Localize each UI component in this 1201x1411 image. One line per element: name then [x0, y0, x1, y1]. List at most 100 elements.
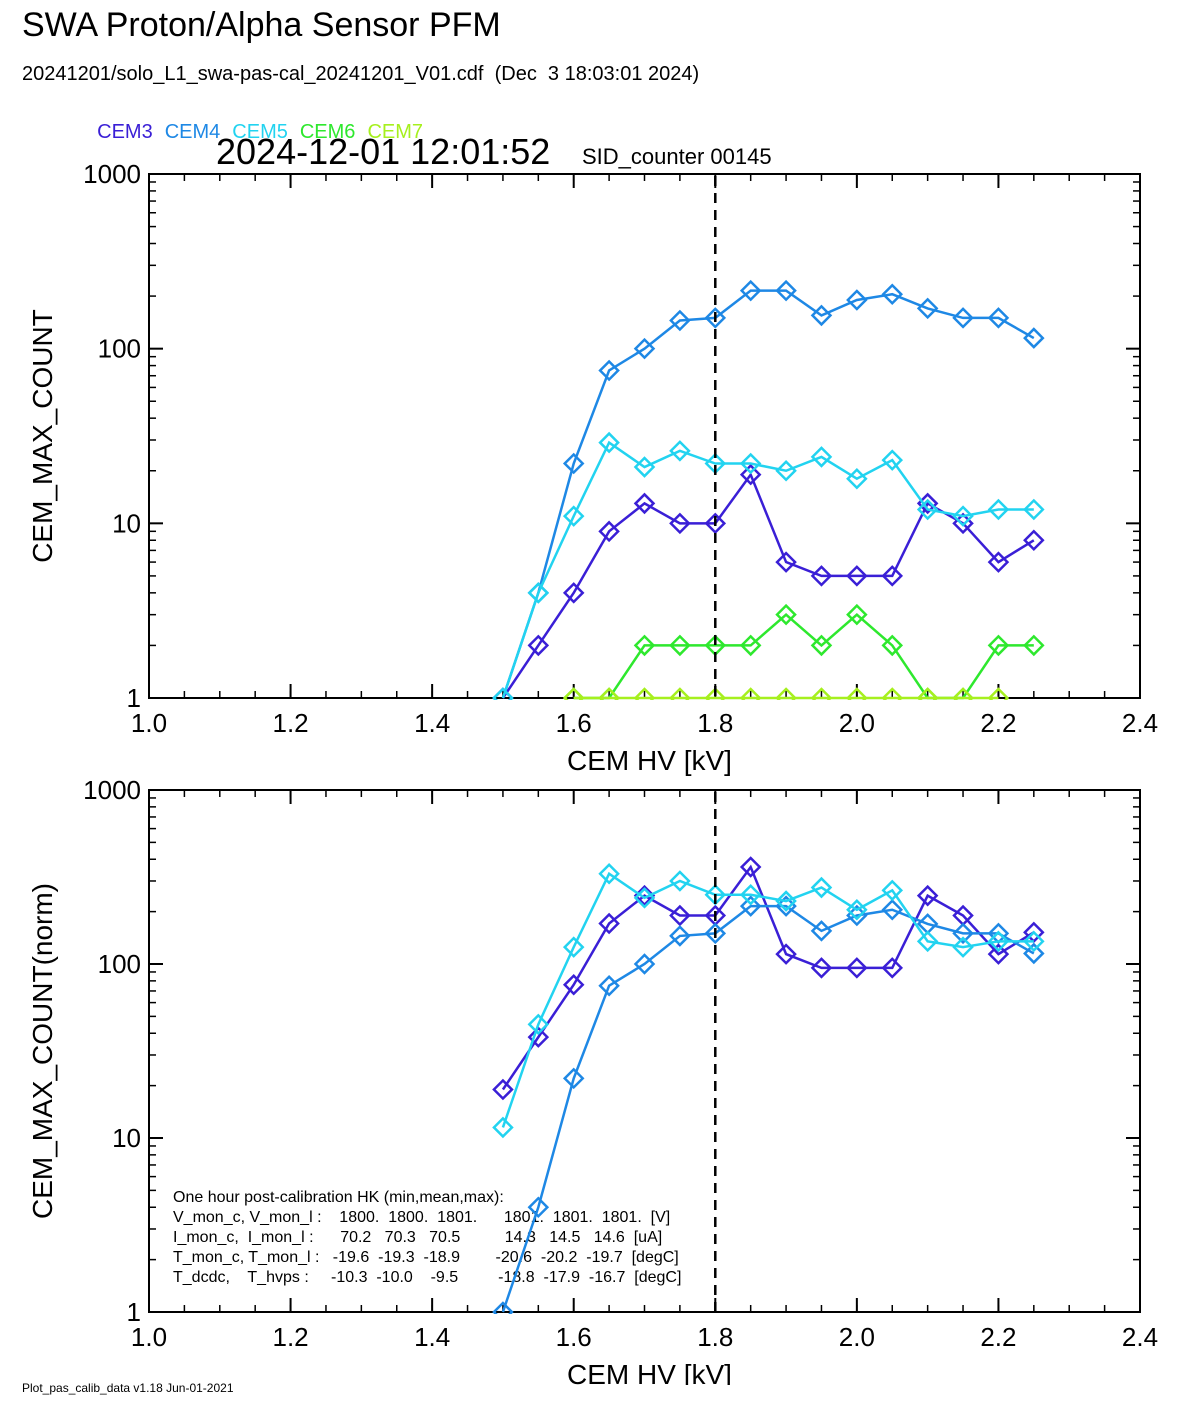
y-tick-label: 1000: [83, 160, 141, 189]
data-point-cem5: [739, 452, 762, 475]
x-tick-label: 1.4: [414, 1322, 450, 1352]
data-point-cem4: [598, 974, 620, 997]
y-tick-label: 100: [98, 949, 141, 979]
x-tick-label: 1.8: [697, 708, 733, 738]
data-point-cem5: [598, 863, 620, 885]
series-line-cem3: [501, 472, 1035, 699]
x-tick-label: 2.4: [1122, 708, 1158, 738]
data-point-cem3: [881, 957, 904, 979]
data-point-cem3: [987, 943, 1010, 965]
data-point-cem5: [1023, 930, 1045, 953]
data-point-cem4: [1023, 327, 1045, 349]
data-point-cem3: [598, 912, 620, 935]
data-point-cem5: [810, 446, 833, 468]
series-line-cem5: [501, 871, 1034, 1128]
data-point-cem7: [669, 687, 691, 700]
x-tick-label: 1.6: [556, 708, 592, 738]
series-line-cem4: [501, 289, 1035, 699]
chart-cem-max-count-norm: 1.0 1.2 1.4 1.6 1.8 2.0 2.2 2.4 1 10 100 1000 CEM HV…: [27, 775, 1158, 1385]
data-point-cem5: [916, 930, 939, 953]
data-point-cem7: [562, 687, 585, 700]
data-point-cem7: [916, 687, 939, 700]
data-point-cem6: [633, 634, 656, 657]
series-line-cem5: [501, 440, 1034, 699]
legend-entry-cem3: CEM3: [97, 121, 153, 143]
data-point-cem4: [704, 922, 727, 945]
data-point-cem3: [881, 565, 904, 587]
data-point-cem6: [1023, 634, 1045, 657]
footer-version: Plot_pas_calib_data v1.18 Jun-01-2021: [22, 1381, 234, 1395]
data-point-cem4: [739, 279, 762, 302]
data-point-cem4: [846, 289, 868, 311]
data-point-cem5: [739, 883, 762, 906]
x-tick-label: 1.4: [414, 708, 450, 738]
data-point-cem4: [881, 283, 904, 305]
data-point-cem4: [810, 304, 833, 327]
data-point-cem3: [1023, 529, 1045, 552]
data-point-cem5: [916, 498, 939, 521]
data-point-cem7: [633, 687, 656, 700]
legend-entry-cem6: CEM6: [299, 121, 356, 143]
chart-cem-max-count: 1.0 1.2 1.4 1.6 1.8 2.0 2.2 2.4 1 10 100 1000 CEM HV…: [27, 160, 1158, 776]
data-point-cem4: [492, 1301, 514, 1314]
x-axis-label: CEM HV [kV]: [567, 745, 732, 776]
data-point-cem6: [739, 634, 762, 657]
data-point-cem4: [562, 1067, 585, 1090]
data-point-cem5: [775, 459, 797, 482]
data-point-cem4: [669, 925, 691, 947]
data-point-cem3: [810, 565, 833, 587]
hk-text-line: V_mon_c, V_mon_l : 1800. 1800. 1801. 180…: [173, 1209, 670, 1226]
data-point-cem5: [952, 936, 974, 958]
data-point-cem5: [492, 1116, 514, 1139]
hk-text-line: T_mon_c, T_mon_l : -19.6 -19.3 -18.9 -20…: [173, 1249, 679, 1266]
data-point-cem5: [527, 1013, 550, 1036]
data-point-cem3: [527, 1026, 550, 1048]
data-point-cem3: [846, 565, 868, 587]
data-point-cem6: [846, 603, 868, 626]
y-axis-label: CEM_MAX_COUNT(norm): [27, 883, 58, 1219]
data-point-cem5: [598, 431, 620, 454]
data-point-cem4: [598, 359, 620, 382]
data-point-cem4: [669, 309, 691, 332]
data-point-cem4: [952, 922, 974, 945]
legend-entry-cem4: CEM4: [164, 121, 221, 143]
series-line-cem6: [573, 613, 1034, 700]
x-tick-label: 1.8: [697, 1322, 733, 1352]
data-point-cem3: [775, 943, 797, 965]
data-point-cem4: [633, 953, 656, 975]
data-point-cem3: [739, 463, 762, 486]
file-info: 20241201/solo_L1_swa-pas-cal_20241201_V0…: [22, 63, 700, 85]
hk-text-line: One hour post-calibration HK (min,mean,m…: [173, 1189, 504, 1206]
y-tick-label: 10: [112, 508, 141, 538]
x-tick-label: 2.0: [839, 1322, 875, 1352]
x-tick-label: 1.0: [131, 708, 167, 738]
x-tick-label: 1.2: [272, 708, 308, 738]
x-axis-label: CEM HV [kV]: [567, 1359, 732, 1385]
x-tick-label: 2.2: [980, 708, 1016, 738]
legend-entry-cem7: CEM7: [367, 121, 424, 143]
data-point-cem3: [669, 512, 691, 535]
data-point-cem6: [669, 634, 691, 657]
hk-text-line: I_mon_c, I_mon_l : 70.2 70.3 70.5 14.3 1…: [173, 1229, 662, 1246]
data-point-cem5: [846, 898, 868, 921]
x-tick-label: 2.0: [839, 708, 875, 738]
x-tick-label: 2.4: [1122, 1322, 1158, 1352]
data-point-cem5: [987, 498, 1010, 521]
data-point-cem7: [775, 687, 797, 700]
data-point-cem6: [987, 634, 1010, 657]
page-title: SWA Proton/Alpha Sensor PFM: [22, 6, 501, 44]
series-group: [492, 856, 1045, 1314]
data-point-cem4: [952, 307, 974, 329]
y-tick-label: 100: [98, 334, 141, 364]
data-point-cem4: [775, 279, 797, 302]
data-point-cem3: [562, 973, 585, 996]
data-point-cem5: [669, 440, 691, 462]
data-point-cem5: [1023, 498, 1045, 521]
data-point-cem7: [704, 687, 727, 700]
y-tick-label: 1: [127, 683, 141, 713]
data-point-cem4: [633, 337, 656, 360]
data-point-cem7: [598, 687, 620, 700]
timestamp: 2024-12-01 12:01:52: [216, 131, 551, 172]
data-point-cem6: [775, 603, 797, 626]
data-point-cem4: [987, 307, 1010, 329]
